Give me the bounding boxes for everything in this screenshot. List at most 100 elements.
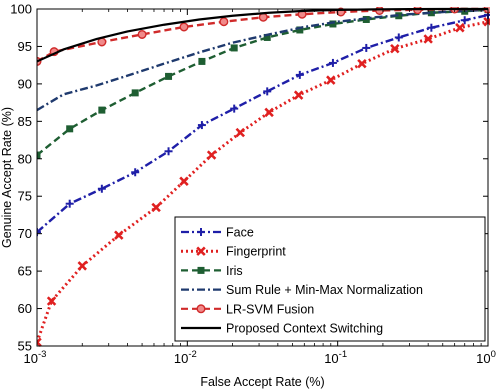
point-fingerprint-0-b <box>37 337 42 345</box>
x-tick-label-2: 10-1 <box>324 349 347 366</box>
series-line-fingerprint <box>37 20 489 343</box>
point-fingerprint-4 <box>151 202 161 213</box>
point-fingerprint-5-b <box>179 176 189 186</box>
y-tick-label-1: 60 <box>18 301 32 316</box>
point-fingerprint-8-b <box>264 107 274 118</box>
point-fingerprint-10-b <box>326 75 336 85</box>
series-line-face <box>37 13 489 234</box>
point-face-6 <box>230 104 239 113</box>
point-fingerprint-7-b <box>235 127 245 138</box>
point-face-5 <box>197 121 206 130</box>
x-tick-label-0: 10-3 <box>24 349 47 366</box>
point-lr-svm-fusion-5 <box>219 17 229 27</box>
point-fingerprint-9 <box>293 90 304 100</box>
legend-marker-iris <box>197 266 205 274</box>
x-tick-label-1: 10-2 <box>174 349 197 366</box>
point-fingerprint-3-b <box>114 230 124 240</box>
point-fingerprint-4-b <box>151 202 161 213</box>
point-iris-5 <box>198 57 206 65</box>
point-face-2 <box>97 184 106 193</box>
legend-item-lr-svm-fusion: LR-SVM Fusion <box>181 302 314 316</box>
x-tick-label-3: 100 <box>476 349 496 366</box>
point-fingerprint-14-b <box>455 23 465 33</box>
point-fingerprint-10 <box>326 75 336 85</box>
point-lr-svm-fusion-4 <box>179 22 189 32</box>
legend-item-face: Face <box>181 226 254 240</box>
y-tick-label-3: 70 <box>18 226 32 241</box>
point-face-1 <box>65 199 74 208</box>
legend-marker-face <box>197 228 205 236</box>
point-fingerprint-0-a <box>37 340 42 347</box>
point-fingerprint-6 <box>206 150 217 160</box>
series-sum-rule-min-max-normalization <box>37 8 489 112</box>
point-lr-svm-fusion-9 <box>375 7 385 15</box>
y-tick-label-5: 80 <box>18 151 32 166</box>
point-iris-3 <box>131 89 139 97</box>
point-fingerprint-9-b <box>293 90 304 100</box>
legend: Face Fingerprint Iris Sum Rule + Min-Max No… <box>174 216 486 342</box>
point-fingerprint-12 <box>390 43 400 54</box>
y-tick-label-2: 65 <box>18 264 32 279</box>
legend-label-iris: Iris <box>226 264 243 278</box>
y-axis-title: Genuine Accept Rate (%) <box>0 107 14 248</box>
x-axis-title: False Accept Rate (%) <box>200 375 324 389</box>
point-iris-1 <box>66 125 74 133</box>
legend-item-proposed-context-switching: Proposed Context Switching <box>181 322 383 336</box>
y-tick-label-7: 90 <box>18 76 32 91</box>
series-line-iris <box>37 8 489 156</box>
point-face-8 <box>295 70 304 79</box>
point-iris-6 <box>230 44 238 52</box>
point-fingerprint-11-b <box>357 58 367 69</box>
point-fingerprint-13-b <box>423 34 433 44</box>
point-face-11 <box>394 33 403 42</box>
point-fingerprint-2 <box>77 261 87 271</box>
legend-marker-lr-svm-fusion <box>196 304 206 314</box>
y-tick-label-9: 100 <box>10 2 32 17</box>
point-fingerprint-13 <box>423 34 433 44</box>
point-face-10 <box>362 43 371 52</box>
point-fingerprint-14 <box>455 23 465 33</box>
point-fingerprint-5 <box>179 176 189 186</box>
point-iris-2 <box>98 106 106 114</box>
point-iris-0 <box>37 151 41 159</box>
point-iris-4 <box>165 72 173 80</box>
point-fingerprint-8 <box>264 107 274 118</box>
legend-label-fingerprint: Fingerprint <box>226 245 286 259</box>
point-lr-svm-fusion-6 <box>258 12 268 22</box>
point-face-13 <box>460 16 469 25</box>
y-tick-label-4: 75 <box>18 189 32 204</box>
point-face-9 <box>328 58 337 67</box>
point-fingerprint-11 <box>357 58 367 69</box>
point-fingerprint-3 <box>114 230 124 240</box>
point-fingerprint-2-b <box>77 261 87 271</box>
axes-frame <box>36 8 489 347</box>
point-face-7 <box>263 87 272 96</box>
legend-item-iris: Iris <box>181 264 243 278</box>
point-fingerprint-1-b <box>46 296 57 306</box>
point-face-0 <box>37 228 41 237</box>
point-face-12 <box>427 23 436 32</box>
axes: 55 60 65 70 75 80 85 90 95 100 10-3 10-2 10-1 100 Fals… <box>0 2 496 390</box>
legend-label-sum-rule-min-max-normalization: Sum Rule + Min-Max Normalization <box>226 283 423 297</box>
legend-label-lr-svm-fusion: LR-SVM Fusion <box>226 302 314 316</box>
point-lr-svm-fusion-3 <box>137 29 147 39</box>
point-face-4 <box>164 147 173 156</box>
legend-item-sum-rule-min-max-normalization: Sum Rule + Min-Max Normalization <box>181 283 423 297</box>
point-fingerprint-0 <box>37 337 42 347</box>
legend-marker-fingerprint <box>196 246 206 256</box>
legend-label-face: Face <box>226 226 254 240</box>
point-face-3 <box>131 168 140 177</box>
series-face <box>37 10 490 237</box>
y-tick-label-6: 85 <box>18 114 32 129</box>
point-fingerprint-7 <box>235 127 245 138</box>
series-line-sum-rule-min-max-normalization <box>37 8 489 112</box>
legend-item-fingerprint: Fingerprint <box>181 245 286 259</box>
y-tick-label-8: 95 <box>18 39 32 54</box>
point-fingerprint-12-b <box>390 43 400 54</box>
legend-marker-fingerprint-b <box>196 246 206 256</box>
legend-label-proposed-context-switching: Proposed Context Switching <box>226 322 383 336</box>
legend-box <box>174 216 486 342</box>
point-fingerprint-6-b <box>206 150 217 160</box>
point-fingerprint-1 <box>46 296 57 306</box>
